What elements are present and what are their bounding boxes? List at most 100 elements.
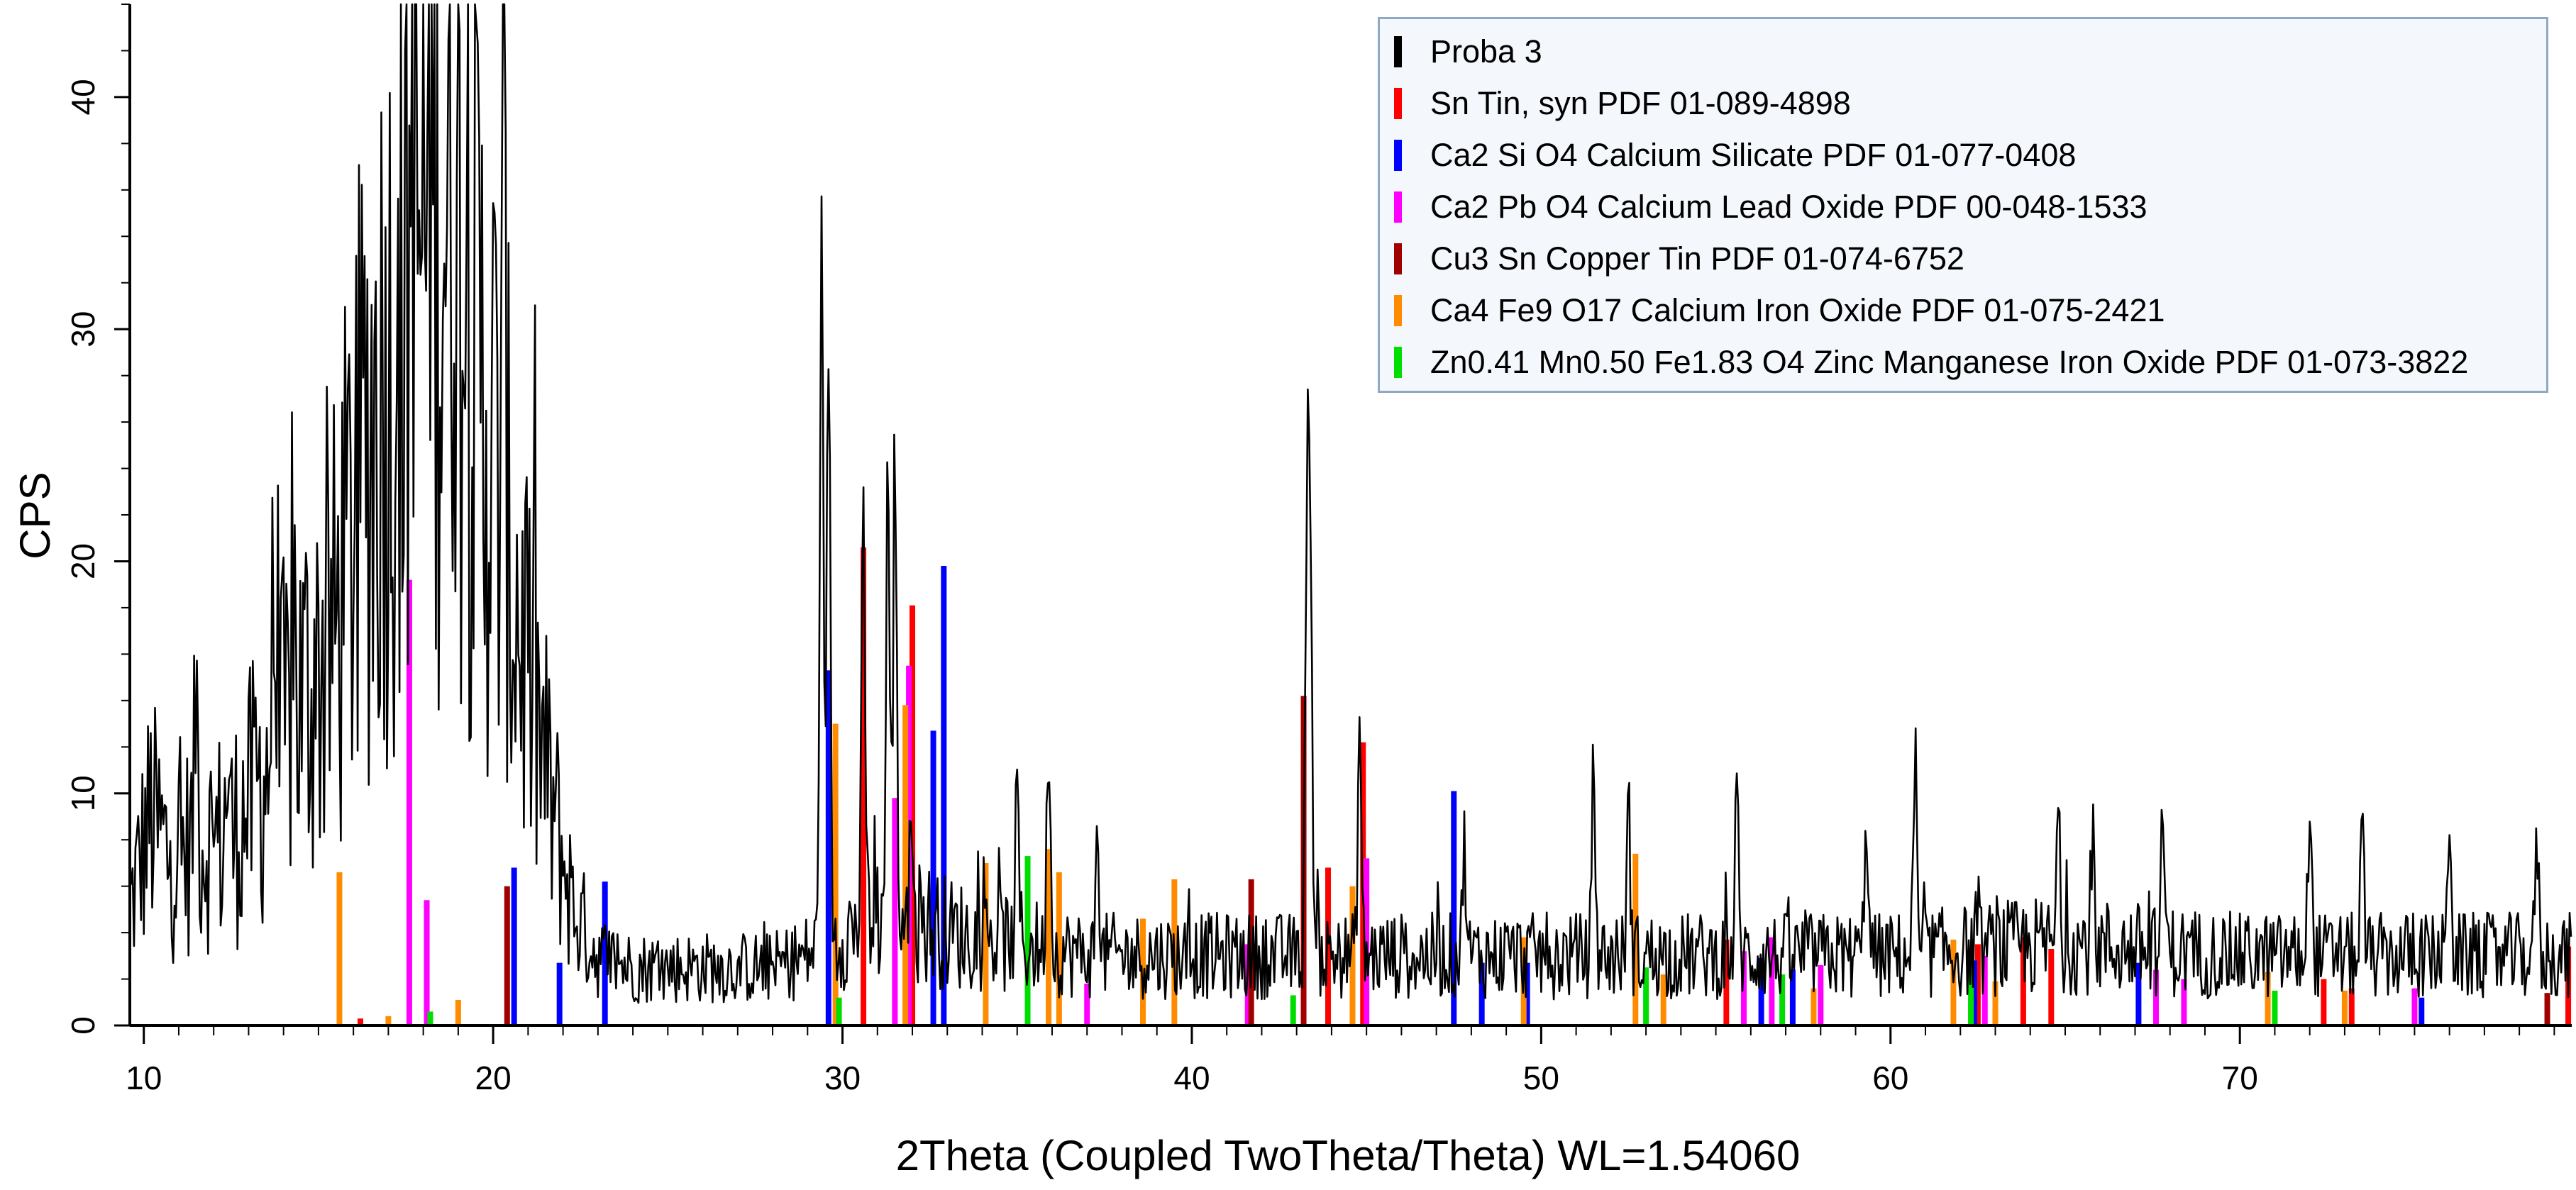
reference-stick <box>861 547 867 1025</box>
reference-stick <box>1290 995 1296 1025</box>
reference-stick <box>2181 979 2187 1025</box>
reference-stick <box>983 862 989 1025</box>
reference-stick <box>2153 969 2160 1025</box>
y-axis-title: CPS <box>11 472 59 559</box>
reference-stick <box>357 1018 363 1025</box>
legend-swatch <box>1394 191 1402 223</box>
legend-swatch <box>1394 347 1402 378</box>
legend-item: Ca2 Pb O4 Calcium Lead Oxide PDF 00-048-… <box>1394 182 2147 233</box>
reference-stick <box>2411 988 2418 1025</box>
reference-stick <box>455 1000 461 1025</box>
legend-item: Proba 3 <box>1394 26 1542 77</box>
reference-stick <box>556 962 563 1025</box>
legend-label: Ca4 Fe9 O17 Calcium Iron Oxide PDF 01-07… <box>1430 292 2165 328</box>
reference-stick <box>602 882 608 1025</box>
legend-item: Ca4 Fe9 O17 Calcium Iron Oxide PDF 01-07… <box>1394 285 2165 336</box>
x-tick-label: 70 <box>2222 1060 2258 1096</box>
reference-stick <box>427 1011 433 1025</box>
reference-stick <box>1024 856 1031 1025</box>
reference-stick <box>1643 967 1649 1025</box>
reference-stick <box>1974 944 1981 1025</box>
legend-item: Ca2 Si O4 Calcium Silicate PDF 01-077-04… <box>1394 130 2076 181</box>
reference-stick <box>1248 879 1254 1025</box>
reference-stick <box>2020 937 2026 1025</box>
reference-sticks <box>336 547 2572 1025</box>
reference-stick <box>1046 849 1052 1025</box>
legend-item: Zn0.41 Mn0.50 Fe1.83 O4 Zinc Manganese I… <box>1394 337 2468 388</box>
reference-stick <box>1981 955 1988 1025</box>
reference-stick <box>836 997 842 1025</box>
reference-stick <box>930 730 936 1025</box>
reference-stick <box>2419 997 2425 1025</box>
legend-swatch <box>1394 295 1402 326</box>
legend-swatch <box>1394 88 1402 119</box>
reference-stick <box>1789 969 1796 1025</box>
reference-stick <box>2321 979 2327 1025</box>
reference-stick <box>2048 949 2055 1025</box>
reference-stick <box>941 566 947 1025</box>
reference-stick <box>336 872 343 1025</box>
reference-stick <box>406 579 412 1025</box>
legend-swatch <box>1394 36 1402 67</box>
reference-stick <box>1818 964 1824 1025</box>
y-tick-label: 0 <box>65 1016 101 1035</box>
reference-stick <box>825 670 831 1025</box>
x-tick-label: 50 <box>1523 1060 1559 1096</box>
reference-stick <box>1056 872 1062 1025</box>
y-tick-label: 30 <box>65 311 101 347</box>
x-tick-label: 30 <box>824 1060 861 1096</box>
legend-label: Zn0.41 Mn0.50 Fe1.83 O4 Zinc Manganese I… <box>1430 344 2469 380</box>
reference-stick <box>1779 974 1786 1025</box>
reference-stick <box>1084 984 1090 1025</box>
reference-stick <box>2135 962 2142 1025</box>
x-tick-label: 40 <box>1173 1060 1210 1096</box>
reference-stick <box>1758 958 1764 1025</box>
reference-stick <box>832 723 839 1025</box>
reference-stick <box>1524 962 1530 1025</box>
reference-stick <box>1660 974 1666 1025</box>
reference-stick <box>1811 988 1817 1025</box>
legend-label: Proba 3 <box>1430 33 1542 69</box>
x-axis-title: 2Theta (Coupled TwoTheta/Theta) WL=1.540… <box>896 1132 1801 1179</box>
reference-stick <box>1325 867 1331 1025</box>
reference-stick <box>2544 993 2550 1025</box>
reference-stick <box>2265 972 2271 1025</box>
reference-stick <box>1723 939 1730 1025</box>
x-tick-label: 20 <box>475 1060 512 1096</box>
reference-stick <box>504 886 510 1025</box>
legend-swatch <box>1394 243 1402 274</box>
y-tick-label: 10 <box>65 775 101 811</box>
reference-stick <box>1451 791 1457 1025</box>
legend-label: Cu3 Sn Copper Tin PDF 01-074-6752 <box>1430 240 1964 277</box>
reference-stick <box>1140 918 1146 1025</box>
measured-pattern <box>128 3 2572 1004</box>
y-tick-label: 40 <box>65 79 101 115</box>
reference-stick <box>511 867 517 1025</box>
reference-stick <box>1769 937 1775 1025</box>
y-axis-ticks: 0 10 20 30 40 <box>65 4 130 1035</box>
x-tick-label: 60 <box>1872 1060 1908 1096</box>
reference-stick <box>1349 886 1356 1025</box>
reference-stick <box>2348 988 2355 1025</box>
y-tick-label: 20 <box>65 543 101 579</box>
x-axis-ticks: 10 20 30 40 50 60 70 <box>126 1025 2555 1096</box>
reference-stick <box>1740 951 1747 1025</box>
series-proba-3-line <box>128 3 2572 1004</box>
reference-stick <box>1968 969 1974 1025</box>
legend-label: Sn Tin, syn PDF 01-089-4898 <box>1430 85 1851 121</box>
reference-stick <box>910 605 916 1025</box>
legend-item: Sn Tin, syn PDF 01-089-4898 <box>1394 78 1851 129</box>
legend-label: Ca2 Pb O4 Calcium Lead Oxide PDF 00-048-… <box>1430 189 2147 225</box>
reference-stick <box>892 798 898 1025</box>
reference-stick <box>2341 990 2348 1025</box>
reference-stick <box>385 1016 392 1025</box>
legend-label: Ca2 Si O4 Calcium Silicate PDF 01-077-04… <box>1430 137 2077 173</box>
legend-item: Cu3 Sn Copper Tin PDF 01-074-6752 <box>1394 233 1964 284</box>
reference-stick <box>2272 990 2278 1025</box>
reference-stick <box>1478 962 1485 1025</box>
reference-stick <box>1971 960 1977 1025</box>
plot-area <box>128 3 2572 1025</box>
reference-stick <box>1992 981 1999 1025</box>
reference-stick <box>902 705 909 1025</box>
